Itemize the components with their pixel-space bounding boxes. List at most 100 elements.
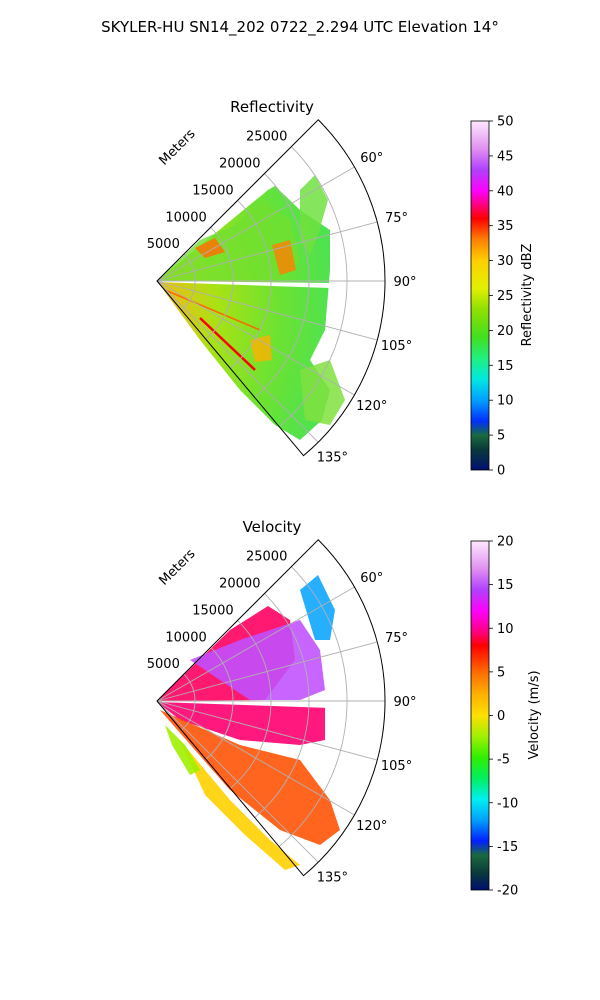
velocity-colorbar-tick-label: -20 — [497, 884, 518, 899]
velocity-echo-inbound-near — [165, 725, 200, 775]
velocity-frame-outline — [156, 539, 386, 877]
velocity-radial-tick-label: 15000 — [192, 603, 233, 618]
velocity-grid-circle — [205, 646, 234, 760]
velocity-colorbar-label: Velocity (m/s) — [527, 670, 542, 759]
velocity-colorbar-tick-label: 5 — [497, 665, 505, 680]
reflectivity-radial-tick-label: 15000 — [192, 183, 233, 198]
velocity-title: Velocity — [243, 518, 302, 536]
velocity-colorbar-tick-label: -10 — [497, 796, 518, 811]
reflectivity-colorbar: 0 5 10 15 20 25 30 35 40 45 50 Reflectivity dBZ — [470, 115, 535, 479]
reflectivity-grid-circle — [254, 173, 310, 398]
reflectivity-grid-spoke — [156, 280, 378, 341]
reflectivity-colorbar-tick-label: 0 — [497, 464, 505, 479]
velocity-panel: Velocity 5000 10000 15000 20000 25000 60° 75°… — [147, 518, 542, 899]
reflectivity-radial-tick-label: 5000 — [147, 237, 180, 252]
reflectivity-echo-core-south — [250, 335, 272, 362]
reflectivity-colorbar-tick-label: 40 — [497, 184, 514, 199]
reflectivity-echo-gap — [157, 281, 330, 288]
velocity-echo-gap — [157, 701, 330, 708]
reflectivity-azimuth-tick-label: 135° — [317, 450, 348, 465]
reflectivity-title: Reflectivity — [230, 98, 314, 116]
velocity-radial-tick-label: 25000 — [246, 550, 287, 565]
velocity-echo-outbound-east — [190, 620, 325, 700]
velocity-colorbar: -20 -15 -10 -5 0 5 10 15 20 Velocity (m/s) — [470, 535, 542, 899]
velocity-grid-circle — [229, 620, 272, 789]
reflectivity-radial-tick-label: 25000 — [246, 130, 287, 145]
velocity-colorbar-tick-label: -15 — [497, 840, 518, 855]
velocity-grid-spoke — [156, 586, 355, 702]
reflectivity-azimuth-ticks: 60° 75° 90° 105° 120° 135° — [317, 151, 417, 465]
velocity-colorbar-tick-label: 10 — [497, 622, 514, 637]
reflectivity-radial-label: Meters — [157, 126, 199, 168]
velocity-colorbar-tick-label: 20 — [497, 535, 514, 550]
velocity-radial-tick-label: 10000 — [165, 630, 206, 645]
reflectivity-echo-band-east — [300, 175, 328, 255]
velocity-grid-spoke — [156, 700, 378, 761]
velocity-colorbar-bar — [470, 540, 490, 891]
reflectivity-grid-spoke — [156, 221, 378, 282]
velocity-echo-inbound-far — [300, 575, 335, 640]
velocity-colorbar-ticks: -20 -15 -10 -5 0 5 10 15 20 — [489, 535, 518, 899]
reflectivity-azimuth-tick-label: 60° — [360, 151, 383, 166]
velocity-radial-tick-label: 20000 — [219, 577, 260, 592]
reflectivity-grid-spoke — [156, 280, 319, 443]
reflectivity-colorbar-tick-label: 45 — [497, 149, 514, 164]
reflectivity-colorbar-tick-label: 5 — [497, 429, 505, 444]
velocity-frame — [156, 539, 386, 877]
velocity-grid-spoke — [156, 700, 319, 863]
velocity-echo-mid-south — [160, 710, 340, 845]
reflectivity-echo-streak — [199, 317, 256, 371]
reflectivity-frame-outline — [156, 119, 386, 457]
figure-title: SKYLER-HU SN14_202 0722_2.294 UTC Elevat… — [101, 18, 499, 37]
reflectivity-grid-spoke — [156, 280, 355, 396]
reflectivity-colorbar-tick-label: 15 — [497, 359, 514, 374]
velocity-grid-spoke — [156, 700, 355, 816]
velocity-grid-circle — [181, 673, 196, 731]
velocity-plot-area — [157, 575, 340, 870]
velocity-grid-circle — [278, 566, 348, 847]
reflectivity-echo-streak-2 — [164, 289, 261, 331]
reflectivity-panel: Reflectivity 5000 10000 15000 20000 25000 60… — [147, 98, 535, 479]
reflectivity-echo-core-north — [195, 238, 225, 258]
reflectivity-colorbar-tick-label: 20 — [497, 324, 514, 339]
velocity-colorbar-tick-label: 0 — [497, 709, 505, 724]
velocity-grid — [156, 566, 385, 863]
velocity-radial-tick-label: 5000 — [147, 657, 180, 672]
reflectivity-grid-circle — [278, 146, 348, 427]
velocity-colorbar-tick-label: -5 — [497, 753, 510, 768]
reflectivity-grid-circle — [205, 226, 234, 340]
reflectivity-colorbar-bar — [470, 120, 490, 471]
velocity-azimuth-tick-label: 120° — [356, 819, 387, 834]
reflectivity-frame — [156, 119, 386, 457]
reflectivity-echo-band-south — [300, 360, 345, 425]
reflectivity-colorbar-tick-label: 10 — [497, 394, 514, 409]
velocity-grid-circle — [254, 593, 310, 818]
velocity-azimuth-tick-label: 105° — [381, 759, 412, 774]
velocity-radial-label: Meters — [157, 546, 199, 588]
reflectivity-grid-spoke — [156, 166, 355, 282]
reflectivity-azimuth-tick-label: 90° — [393, 275, 416, 290]
velocity-azimuth-ticks: 60° 75° 90° 105° 120° 135° — [317, 571, 417, 885]
reflectivity-radial-ticks: 5000 10000 15000 20000 25000 — [147, 130, 288, 252]
velocity-grid-spoke — [156, 641, 378, 702]
reflectivity-radial-tick-label: 20000 — [219, 157, 260, 172]
reflectivity-azimuth-tick-label: 105° — [381, 339, 412, 354]
velocity-colorbar-tick-label: 15 — [497, 578, 514, 593]
velocity-azimuth-tick-label: 135° — [317, 870, 348, 885]
reflectivity-grid-circle — [229, 200, 272, 369]
reflectivity-azimuth-tick-label: 75° — [385, 211, 408, 226]
reflectivity-colorbar-ticks: 0 5 10 15 20 25 30 35 40 45 50 — [489, 115, 514, 479]
reflectivity-radial-tick-label: 10000 — [165, 210, 206, 225]
velocity-azimuth-tick-label: 90° — [393, 695, 416, 710]
reflectivity-colorbar-label: Reflectivity dBZ — [520, 244, 535, 347]
reflectivity-colorbar-tick-label: 25 — [497, 289, 514, 304]
velocity-azimuth-tick-label: 75° — [385, 631, 408, 646]
reflectivity-colorbar-tick-label: 50 — [497, 115, 514, 130]
reflectivity-azimuth-tick-label: 120° — [356, 399, 387, 414]
reflectivity-grid-circle — [181, 253, 196, 311]
velocity-radial-ticks: 5000 10000 15000 20000 25000 — [147, 550, 288, 672]
reflectivity-colorbar-tick-label: 30 — [497, 254, 514, 269]
reflectivity-colorbar-tick-label: 35 — [497, 219, 514, 234]
velocity-azimuth-tick-label: 60° — [360, 571, 383, 586]
